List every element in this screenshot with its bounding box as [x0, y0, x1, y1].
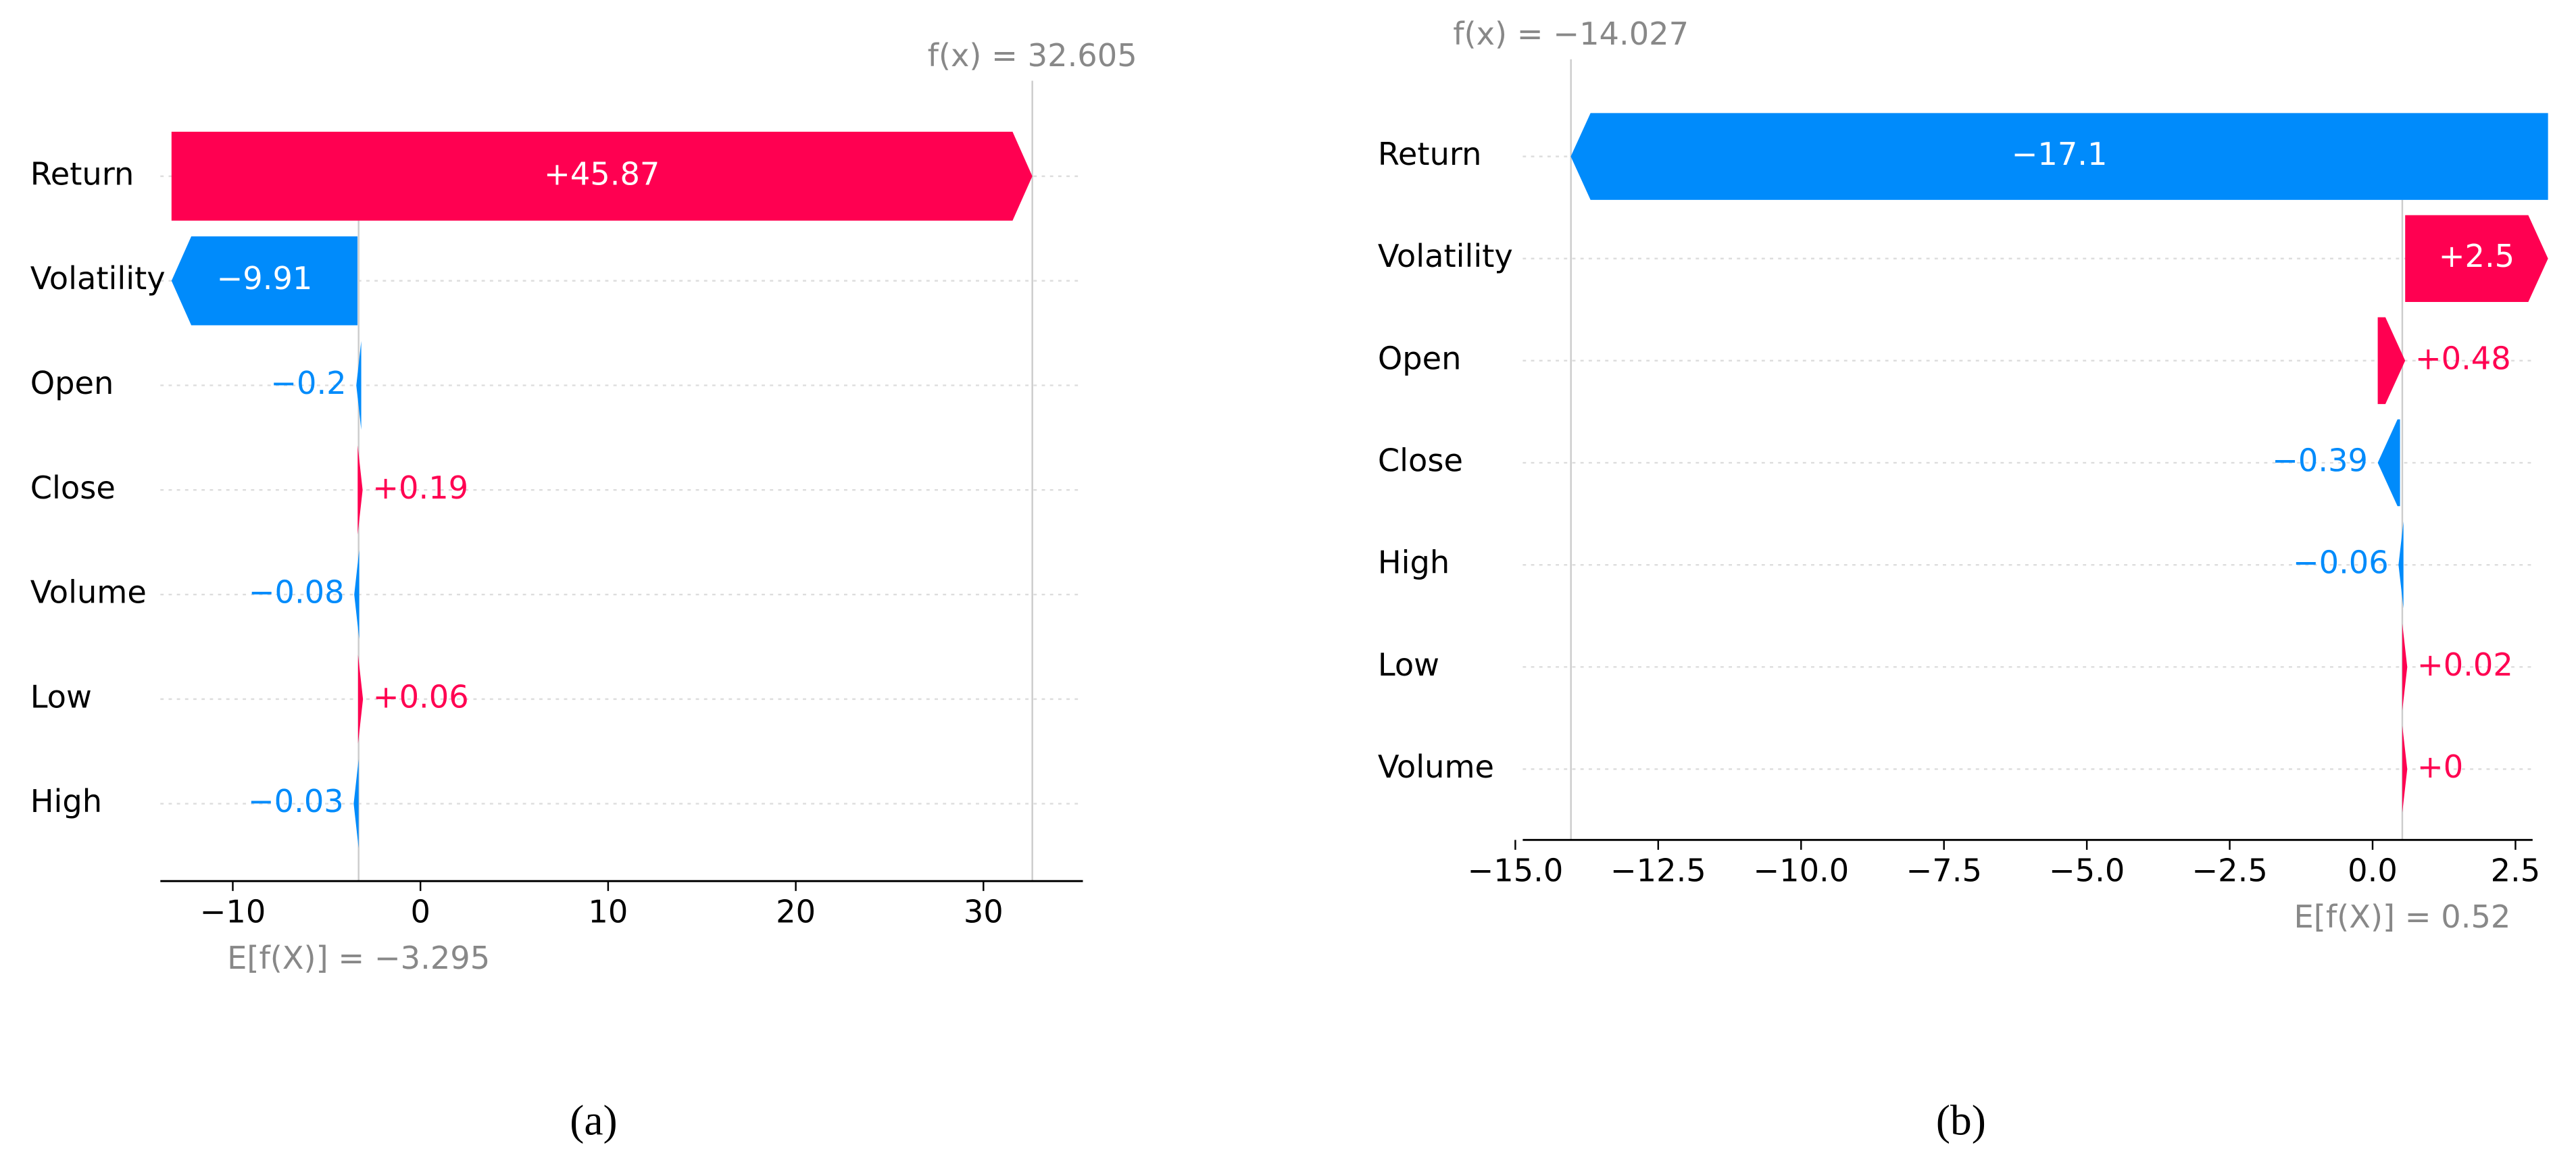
bar	[357, 655, 364, 744]
value-label: −0.03	[248, 783, 344, 819]
value-label: +0.19	[372, 470, 468, 506]
fx-label: f(x) = 32.605	[928, 37, 1137, 74]
value-label: +0.06	[373, 678, 469, 715]
bar	[357, 445, 363, 535]
feature-label: Return	[30, 155, 134, 192]
feature-label: Close	[30, 470, 116, 506]
feature-label: Close	[1378, 442, 1463, 479]
feature-label: High	[30, 783, 102, 819]
x-tick-label: −5.0	[2049, 853, 2125, 889]
bar	[356, 340, 362, 430]
bar	[171, 132, 1033, 221]
feature-label: Volatility	[1378, 238, 1513, 274]
feature-label: Volume	[30, 574, 147, 611]
feature-label: Volume	[1378, 749, 1494, 785]
value-label: +2.5	[2439, 238, 2515, 274]
bar	[354, 550, 360, 639]
value-label: +45.87	[544, 155, 660, 192]
x-tick-label: −15.0	[1467, 853, 1563, 889]
x-tick-label: 10	[588, 894, 628, 930]
fx-label: f(x) = −14.027	[1453, 16, 1689, 52]
value-label: +0	[2417, 749, 2463, 785]
feature-label: High	[1378, 544, 1450, 581]
x-tick-label: 20	[776, 894, 816, 930]
feature-label: Volatility	[30, 260, 166, 297]
base-label: E[f(X)] = 0.52	[2294, 898, 2511, 935]
bar	[171, 236, 358, 326]
caption: (a)	[570, 1097, 617, 1144]
value-label: +0.02	[2417, 647, 2513, 683]
feature-label: Low	[30, 678, 92, 715]
bar	[2377, 317, 2406, 405]
value-label: −17.1	[2012, 136, 2108, 172]
x-tick-label: −2.5	[2191, 853, 2267, 889]
x-tick-label: 0	[410, 894, 430, 930]
x-tick-label: −10	[200, 894, 266, 930]
bar	[1570, 113, 2548, 200]
value-label: −9.91	[216, 260, 312, 297]
bar	[2398, 521, 2404, 609]
value-label: −0.2	[270, 365, 346, 401]
bar	[353, 759, 359, 848]
feature-label: Open	[1378, 340, 1462, 376]
bar	[2402, 624, 2408, 711]
x-tick-label: 0.0	[2348, 853, 2398, 889]
x-tick-label: 30	[964, 894, 1004, 930]
x-tick-label: −12.5	[1610, 853, 1706, 889]
bar	[2405, 215, 2548, 302]
bar	[2377, 419, 2400, 507]
value-label: +0.48	[2415, 340, 2511, 376]
base-label: E[f(X)] = −3.295	[227, 940, 490, 976]
feature-label: Low	[1378, 647, 1439, 683]
value-label: −0.08	[249, 574, 345, 611]
value-label: −0.39	[2272, 442, 2368, 479]
caption: (b)	[1936, 1097, 1986, 1144]
feature-label: Return	[1378, 136, 1482, 172]
x-tick-label: −10.0	[1753, 853, 1849, 889]
value-label: −0.06	[2293, 544, 2389, 581]
bar	[2402, 726, 2408, 813]
feature-label: Open	[30, 365, 114, 401]
x-tick-label: −7.5	[1906, 853, 1981, 889]
x-tick-label: 2.5	[2491, 853, 2541, 889]
